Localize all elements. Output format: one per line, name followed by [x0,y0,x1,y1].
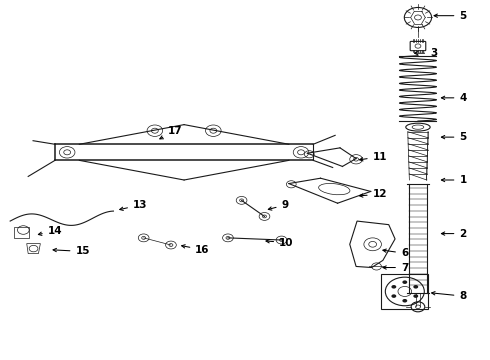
Text: 5: 5 [441,132,466,142]
Text: 17: 17 [160,126,183,139]
Text: 11: 11 [360,152,387,162]
Circle shape [402,299,407,302]
Text: 9: 9 [269,200,289,210]
Text: 10: 10 [266,238,294,248]
Text: 14: 14 [38,226,62,236]
Circle shape [402,280,407,284]
Text: 15: 15 [53,247,90,256]
Circle shape [392,294,396,298]
Text: 5: 5 [434,11,466,21]
Text: 7: 7 [383,262,408,273]
Text: 13: 13 [120,200,147,211]
Circle shape [414,294,418,298]
Text: 2: 2 [441,229,466,239]
Text: 16: 16 [182,245,210,255]
Bar [14,227,29,238]
Text: 3: 3 [415,48,438,58]
Circle shape [414,285,418,289]
Text: 12: 12 [360,189,387,199]
Text: 1: 1 [441,175,466,185]
Bar [381,274,428,309]
Text: 4: 4 [441,93,467,103]
Text: 6: 6 [383,248,408,258]
Circle shape [392,285,396,289]
Text: 8: 8 [432,291,466,301]
